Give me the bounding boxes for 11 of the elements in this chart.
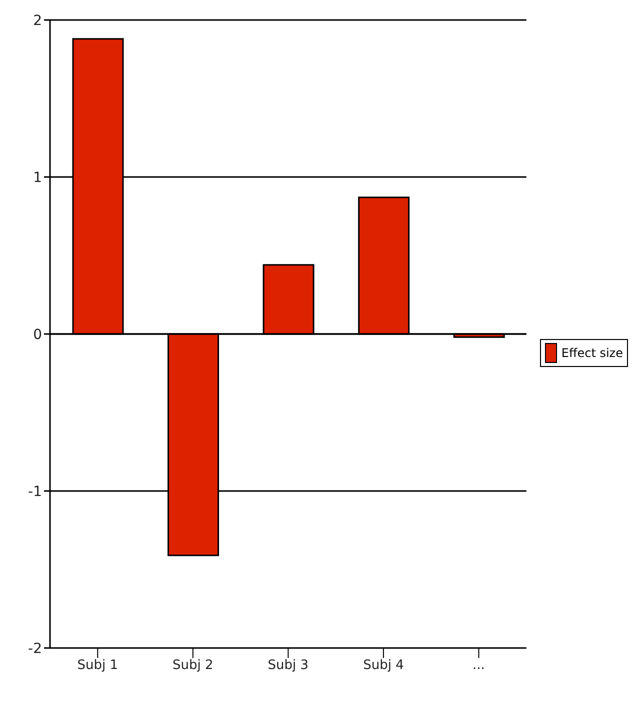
y-tick-label: -2: [28, 640, 42, 657]
y-tick-label: 0: [33, 326, 42, 343]
y-tick-label: 2: [33, 12, 42, 29]
y-tick-label: 1: [33, 170, 42, 186]
x-tick-label: Subj 4: [363, 658, 404, 674]
x-tick-label: Subj 3: [268, 658, 309, 674]
x-tick-label: Subj 1: [77, 658, 118, 674]
y-tick-label: -1: [28, 484, 42, 500]
x-tick-label: Subj 2: [172, 658, 214, 674]
legend-label: Effect size: [561, 346, 623, 360]
x-tick-label: ...: [472, 658, 485, 674]
